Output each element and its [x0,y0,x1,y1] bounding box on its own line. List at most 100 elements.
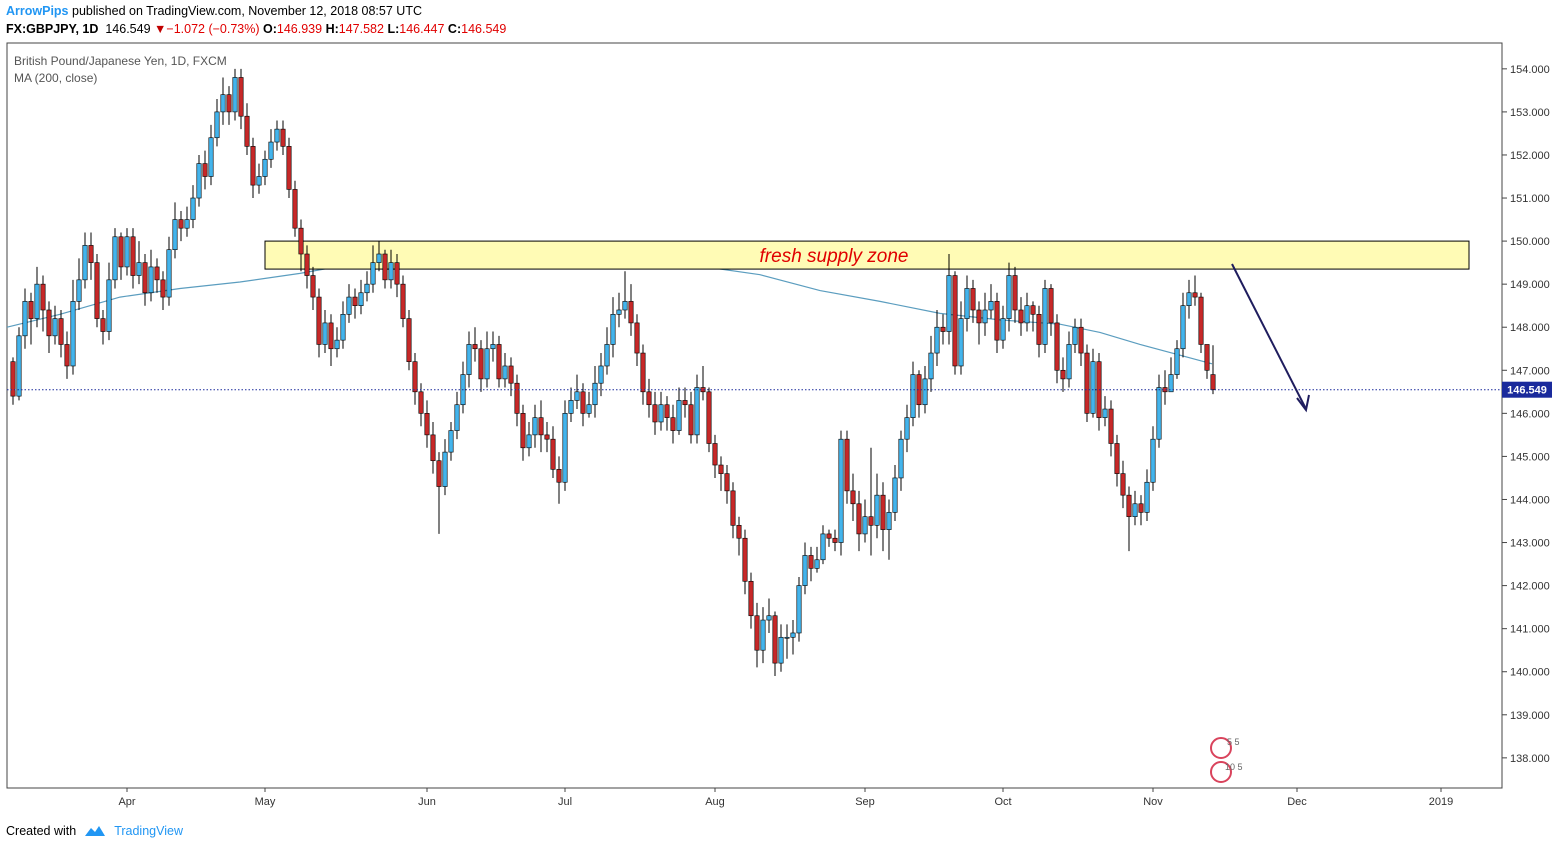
candle[interactable] [400,275,406,328]
candle[interactable] [574,374,580,410]
candle[interactable] [1066,331,1072,388]
candle[interactable] [946,254,952,345]
candle[interactable] [484,331,490,388]
candle[interactable] [688,391,694,444]
candle[interactable] [1024,292,1030,332]
candle[interactable] [616,292,622,328]
candle[interactable] [694,374,700,444]
candle[interactable] [64,331,70,379]
candle[interactable] [316,288,322,358]
candle[interactable] [232,68,238,121]
candle[interactable] [310,266,316,310]
candle[interactable] [442,439,448,496]
candle[interactable] [766,598,772,633]
candle[interactable] [916,370,922,418]
candle[interactable] [430,421,436,474]
candle[interactable] [244,103,250,155]
candle[interactable] [40,275,46,332]
candle[interactable] [526,421,532,457]
candle[interactable] [658,391,664,431]
candle[interactable] [862,499,868,543]
candle[interactable] [994,292,1000,354]
candle[interactable] [976,301,982,345]
candle[interactable] [1126,486,1132,552]
candle[interactable] [856,490,862,552]
candle[interactable] [82,232,88,289]
candle[interactable] [910,361,916,427]
candle[interactable] [238,68,244,130]
candle[interactable] [496,335,502,388]
candle[interactable] [724,465,730,504]
candle[interactable] [286,137,292,199]
candle[interactable] [826,529,832,547]
candle[interactable] [1048,284,1054,336]
candle[interactable] [790,620,796,655]
candle[interactable] [136,241,142,285]
candle[interactable] [988,284,994,319]
candle[interactable] [850,473,856,522]
candle[interactable] [814,546,820,573]
candle[interactable] [898,430,904,491]
candle[interactable] [364,271,370,302]
candle[interactable] [262,150,268,186]
candle[interactable] [1204,344,1210,379]
candle[interactable] [436,452,442,534]
candle[interactable] [502,353,508,388]
candle[interactable] [346,284,352,323]
candle[interactable] [268,129,274,168]
candle[interactable] [1138,495,1144,526]
candle[interactable] [550,426,556,478]
candle[interactable] [256,163,262,194]
candle[interactable] [820,525,826,565]
candle[interactable] [70,279,76,375]
candle[interactable] [952,271,958,375]
candle[interactable] [1096,353,1102,431]
candle[interactable] [760,607,766,664]
candle[interactable] [598,353,604,397]
candle[interactable] [610,297,616,358]
candle[interactable] [844,430,850,504]
candle[interactable] [1174,340,1180,379]
candle[interactable] [682,387,688,418]
candle[interactable] [1000,305,1006,349]
candle[interactable] [1198,292,1204,354]
candle[interactable] [148,249,154,302]
candle[interactable] [544,421,550,453]
candle[interactable] [1102,396,1108,427]
candle[interactable] [706,387,712,453]
candle[interactable] [1060,357,1066,392]
candle[interactable] [424,400,430,448]
candle[interactable] [1162,370,1168,405]
candle[interactable] [718,456,724,491]
candle[interactable] [28,292,34,345]
candle[interactable] [154,258,160,293]
candle[interactable] [514,374,520,427]
candle[interactable] [100,309,106,345]
candle[interactable] [532,404,538,448]
candle[interactable] [1072,318,1078,354]
candle[interactable] [652,391,658,435]
candle[interactable] [412,353,418,405]
candle[interactable] [886,499,892,560]
candle[interactable] [562,400,568,491]
candle[interactable] [568,387,574,422]
candle[interactable] [178,210,184,242]
candle[interactable] [226,86,232,125]
candle[interactable] [10,357,16,405]
candle[interactable] [124,228,130,276]
candle[interactable] [388,249,394,289]
candle[interactable] [808,546,814,582]
candle[interactable] [538,400,544,453]
candle[interactable] [88,232,94,280]
candle[interactable] [592,365,598,418]
candle[interactable] [22,288,28,349]
candle[interactable] [1156,374,1162,448]
candle[interactable] [838,430,844,556]
candle[interactable] [94,254,100,328]
candle[interactable] [730,482,736,539]
candle[interactable] [1108,400,1114,457]
candle[interactable] [1150,426,1156,491]
candle[interactable] [700,365,706,401]
candle[interactable] [664,396,670,431]
